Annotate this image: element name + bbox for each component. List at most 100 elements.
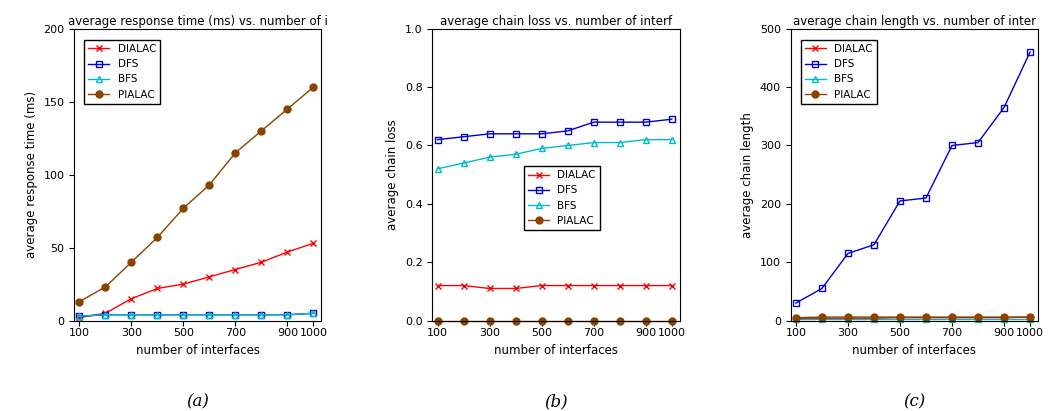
Title: average chain loss vs. number of interf: average chain loss vs. number of interf <box>439 15 672 28</box>
DIALAC <box>972 315 985 320</box>
DFS <box>509 132 522 136</box>
Legend: DIALAC, DFS, BFS, PIALAC: DIALAC, DFS, BFS, PIALAC <box>524 166 600 230</box>
DFS <box>457 134 470 139</box>
X-axis label: number of interfaces: number of interfaces <box>493 344 618 357</box>
PIALAC <box>255 128 268 133</box>
DFS <box>177 312 190 317</box>
PIALAC <box>98 284 111 289</box>
DIALAC <box>1024 314 1037 319</box>
Line: DFS: DFS <box>792 48 1034 307</box>
BFS <box>457 161 470 166</box>
BFS <box>1024 317 1037 322</box>
BFS <box>177 312 190 317</box>
BFS <box>229 312 241 317</box>
PIALAC <box>535 318 548 323</box>
Legend: DIALAC, DFS, BFS, PIALAC: DIALAC, DFS, BFS, PIALAC <box>801 40 877 104</box>
DIALAC <box>98 311 111 316</box>
Line: PIALAC: PIALAC <box>434 317 676 324</box>
DIALAC <box>867 316 880 321</box>
DFS <box>98 312 111 317</box>
BFS <box>588 140 600 145</box>
BFS <box>613 140 626 145</box>
BFS <box>561 143 574 148</box>
PIALAC <box>229 150 241 155</box>
Y-axis label: average chain length: average chain length <box>741 112 754 238</box>
DIALAC <box>535 283 548 288</box>
DFS <box>535 132 548 136</box>
BFS <box>98 312 111 317</box>
BFS <box>815 317 828 322</box>
PIALAC <box>483 318 496 323</box>
DFS <box>946 143 958 148</box>
DIALAC <box>151 286 164 291</box>
BFS <box>972 317 985 322</box>
PIALAC <box>946 314 958 319</box>
DFS <box>894 199 907 203</box>
Line: DIALAC: DIALAC <box>76 240 317 321</box>
DIALAC <box>229 267 241 272</box>
DFS <box>842 251 855 256</box>
DIALAC <box>509 286 522 291</box>
PIALAC <box>1024 314 1037 319</box>
DIALAC <box>73 315 86 320</box>
PIALAC <box>790 315 803 320</box>
BFS <box>509 152 522 157</box>
DIALAC <box>281 249 293 254</box>
DFS <box>431 137 444 142</box>
DIALAC <box>894 315 907 320</box>
DIALAC <box>561 283 574 288</box>
BFS <box>125 312 138 317</box>
Y-axis label: average response time (ms): average response time (ms) <box>24 91 38 258</box>
DIALAC <box>457 283 470 288</box>
PIALAC <box>588 318 600 323</box>
Text: (a): (a) <box>186 394 209 411</box>
DIALAC <box>842 316 855 321</box>
Line: PIALAC: PIALAC <box>76 84 317 305</box>
DIALAC <box>919 315 932 320</box>
BFS <box>842 317 855 322</box>
BFS <box>790 317 803 322</box>
Line: PIALAC: PIALAC <box>792 314 1034 321</box>
DIALAC <box>665 283 678 288</box>
Legend: DIALAC, DFS, BFS, PIALAC: DIALAC, DFS, BFS, PIALAC <box>85 40 160 104</box>
DFS <box>203 312 216 317</box>
DFS <box>151 312 164 317</box>
DFS <box>255 312 268 317</box>
Text: (c): (c) <box>903 394 926 411</box>
PIALAC <box>203 182 216 187</box>
PIALAC <box>640 318 652 323</box>
PIALAC <box>842 314 855 319</box>
X-axis label: number of interfaces: number of interfaces <box>136 344 259 357</box>
BFS <box>640 137 652 142</box>
Line: BFS: BFS <box>76 310 317 320</box>
DFS <box>972 140 985 145</box>
Line: BFS: BFS <box>434 136 676 172</box>
BFS <box>665 137 678 142</box>
DIALAC <box>255 260 268 265</box>
DIALAC <box>177 282 190 286</box>
DFS <box>640 120 652 125</box>
Line: DFS: DFS <box>434 116 676 143</box>
DIALAC <box>483 286 496 291</box>
DIALAC <box>203 275 216 279</box>
PIALAC <box>281 106 293 111</box>
DIALAC <box>790 316 803 321</box>
PIALAC <box>972 314 985 319</box>
DIALAC <box>307 241 320 246</box>
BFS <box>919 317 932 322</box>
BFS <box>203 312 216 317</box>
DFS <box>281 312 293 317</box>
BFS <box>255 312 268 317</box>
PIALAC <box>151 235 164 240</box>
DFS <box>665 117 678 122</box>
Title: average response time (ms) vs. number of i: average response time (ms) vs. number of… <box>68 15 327 28</box>
DFS <box>790 300 803 305</box>
DIALAC <box>125 296 138 301</box>
PIALAC <box>177 206 190 211</box>
DFS <box>1024 50 1037 55</box>
PIALAC <box>561 318 574 323</box>
Line: DIALAC: DIALAC <box>434 282 676 292</box>
DIALAC <box>946 315 958 320</box>
Y-axis label: average chain loss: average chain loss <box>387 119 399 230</box>
BFS <box>431 166 444 171</box>
